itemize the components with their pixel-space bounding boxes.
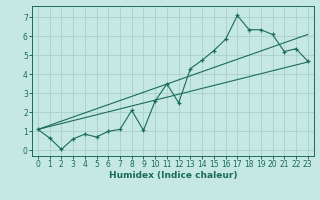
X-axis label: Humidex (Indice chaleur): Humidex (Indice chaleur) xyxy=(108,171,237,180)
